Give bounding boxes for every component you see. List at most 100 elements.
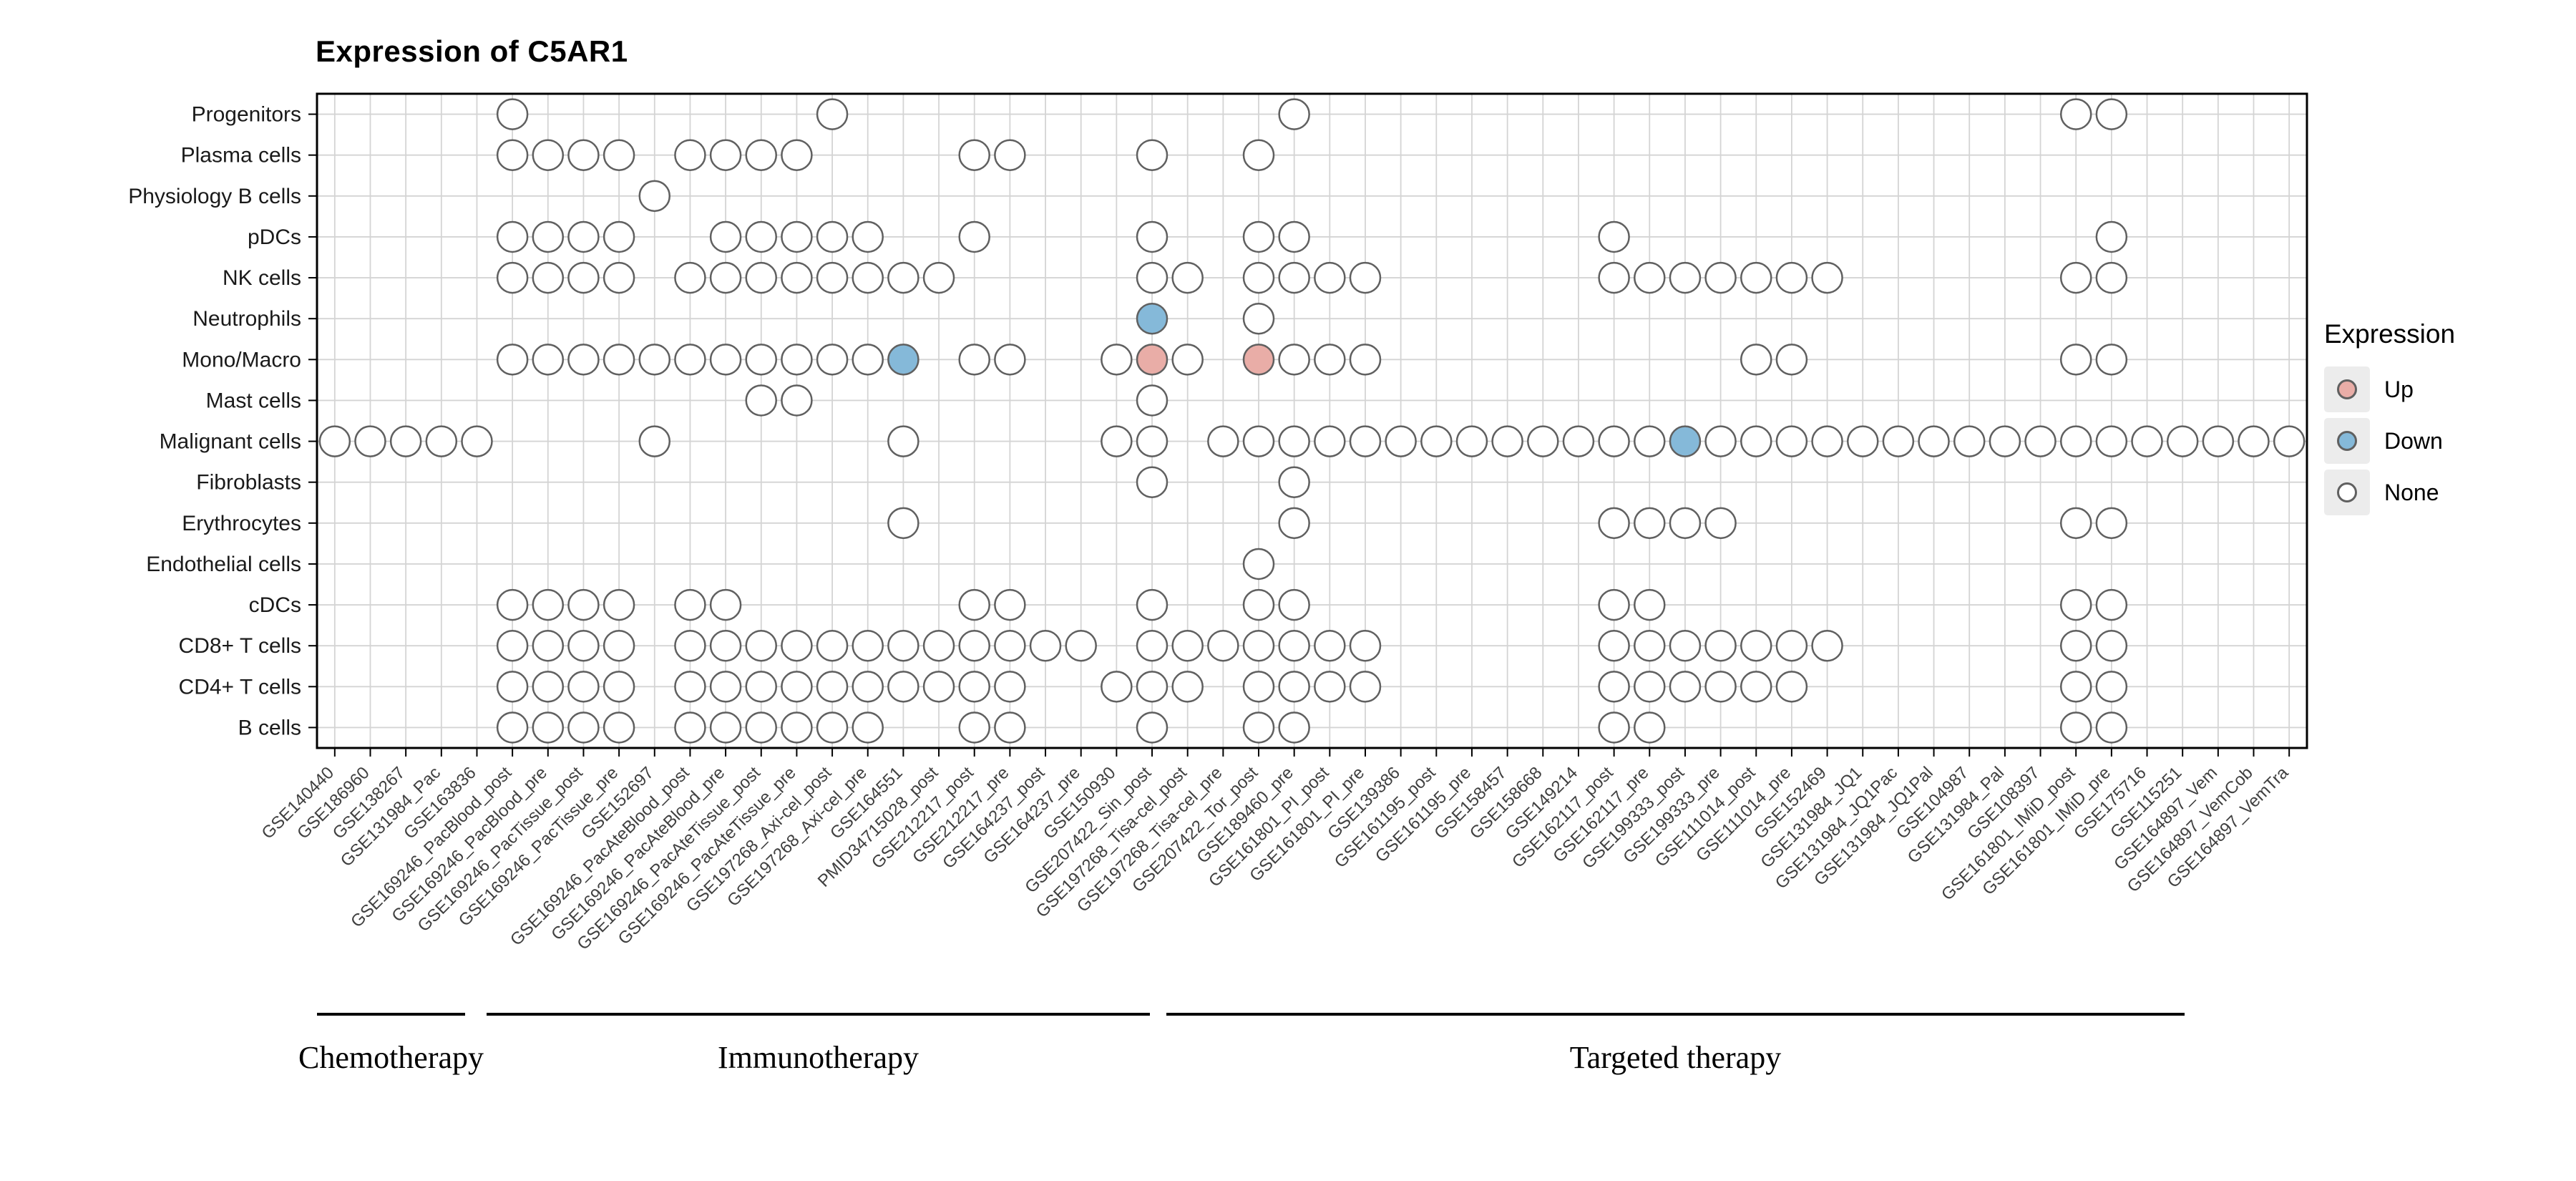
expression-dot-down bbox=[1669, 425, 1702, 457]
therapy-group-label: Targeted therapy bbox=[1570, 1040, 1781, 1075]
expression-dot-none bbox=[852, 344, 884, 376]
expression-dot-none bbox=[1598, 507, 1630, 540]
expression-dot-none bbox=[674, 671, 706, 703]
expression-dot-none bbox=[1349, 261, 1382, 294]
expression-dot-none bbox=[2095, 425, 2128, 457]
expression-legend: Expression Up Down None bbox=[2324, 319, 2455, 521]
expression-dot-none bbox=[1101, 344, 1133, 376]
expression-dot-none bbox=[709, 588, 742, 621]
expression-dot-none bbox=[958, 139, 990, 171]
expression-dot-none bbox=[1278, 671, 1310, 703]
expression-dot-none bbox=[922, 629, 955, 662]
expression-dot-none bbox=[318, 425, 351, 457]
expression-dot-none bbox=[958, 588, 990, 621]
expression-dot-none bbox=[1598, 261, 1630, 294]
therapy-group-label: Immunotherapy bbox=[718, 1040, 919, 1075]
therapy-group-label: Chemotherapy bbox=[298, 1040, 484, 1075]
expression-dot-none bbox=[1136, 220, 1169, 253]
expression-dot-none bbox=[1455, 425, 1488, 457]
expression-dot-none bbox=[354, 425, 386, 457]
expression-dot-none bbox=[2166, 425, 2199, 457]
expression-dot-none bbox=[602, 588, 635, 621]
expression-dot-none bbox=[2024, 425, 2057, 457]
expression-dot-none bbox=[1634, 588, 1666, 621]
expression-dot-none bbox=[852, 220, 884, 253]
expression-dot-none bbox=[674, 261, 706, 294]
expression-dot-down bbox=[1136, 302, 1169, 335]
expression-dot-none bbox=[496, 588, 529, 621]
expression-dot-none bbox=[1704, 629, 1737, 662]
legend-key-background bbox=[2324, 366, 2370, 412]
expression-dot-none bbox=[1669, 671, 1702, 703]
expression-dot-none bbox=[2202, 425, 2235, 457]
expression-dot-none bbox=[2095, 98, 2128, 130]
expression-dot-none bbox=[1598, 671, 1630, 703]
expression-dot-none bbox=[1136, 425, 1169, 457]
expression-dot-none bbox=[958, 629, 990, 662]
expression-dot-none bbox=[638, 180, 671, 213]
expression-dot-none bbox=[1953, 425, 1986, 457]
expression-dot-none bbox=[1136, 588, 1169, 621]
expression-dot-none bbox=[567, 220, 600, 253]
expression-dot-none bbox=[1420, 425, 1453, 457]
expression-dot-none bbox=[425, 425, 458, 457]
expression-dot-none bbox=[2273, 425, 2306, 457]
expression-dot-none bbox=[1775, 671, 1808, 703]
legend-key-background bbox=[2324, 470, 2370, 515]
expression-dot-none bbox=[496, 671, 529, 703]
expression-dot-none bbox=[745, 139, 778, 171]
expression-dot-none bbox=[674, 711, 706, 744]
expression-dot-none bbox=[567, 588, 600, 621]
expression-dot-none bbox=[1314, 261, 1346, 294]
expression-dot-none bbox=[602, 261, 635, 294]
expression-dot-none bbox=[1242, 588, 1275, 621]
expression-dot-none bbox=[602, 220, 635, 253]
expression-dot-none bbox=[532, 588, 565, 621]
expression-dot-none bbox=[461, 425, 493, 457]
expression-dot-none bbox=[1136, 629, 1169, 662]
expression-dot-none bbox=[1242, 671, 1275, 703]
expression-dot-none bbox=[781, 139, 813, 171]
expression-dot-none bbox=[887, 425, 919, 457]
expression-dot-none bbox=[1242, 220, 1275, 253]
expression-dot-none bbox=[887, 629, 919, 662]
expression-dot-none bbox=[1846, 425, 1879, 457]
expression-dot-none bbox=[994, 711, 1026, 744]
expression-dot-none bbox=[816, 261, 849, 294]
expression-dot-none bbox=[958, 344, 990, 376]
expression-dot-none bbox=[958, 711, 990, 744]
expression-dot-none bbox=[1349, 344, 1382, 376]
expression-dot-none bbox=[2238, 425, 2270, 457]
expression-dot-none bbox=[1278, 466, 1310, 498]
expression-dot-none bbox=[1171, 261, 1204, 294]
expression-dot-none bbox=[1669, 629, 1702, 662]
expression-dot-none bbox=[1101, 425, 1133, 457]
expression-dot-none bbox=[532, 220, 565, 253]
expression-dot-none bbox=[1562, 425, 1595, 457]
expression-dot-none bbox=[1775, 344, 1808, 376]
expression-dot-up bbox=[1136, 344, 1169, 376]
expression-dot-none bbox=[1918, 425, 1950, 457]
expression-dot-none bbox=[709, 344, 742, 376]
expression-dot-none bbox=[496, 711, 529, 744]
expression-dot-none bbox=[1634, 629, 1666, 662]
expression-dot-none bbox=[816, 98, 849, 130]
expression-dot-none bbox=[781, 384, 813, 417]
expression-dot-none bbox=[745, 220, 778, 253]
expression-dot-none bbox=[816, 629, 849, 662]
expression-dot-none bbox=[1775, 261, 1808, 294]
expression-dot-none bbox=[1278, 220, 1310, 253]
expression-dot-none bbox=[1740, 629, 1772, 662]
expression-dot-none bbox=[1740, 425, 1772, 457]
expression-dot-none bbox=[745, 344, 778, 376]
expression-dot-none bbox=[496, 261, 529, 294]
legend-dot-down-icon bbox=[2337, 431, 2357, 451]
expression-dot-none bbox=[709, 261, 742, 294]
expression-dot-none bbox=[1242, 139, 1275, 171]
expression-dot-none bbox=[1207, 629, 1239, 662]
expression-dot-none bbox=[1349, 671, 1382, 703]
expression-dot-none bbox=[496, 220, 529, 253]
expression-dot-none bbox=[567, 139, 600, 171]
